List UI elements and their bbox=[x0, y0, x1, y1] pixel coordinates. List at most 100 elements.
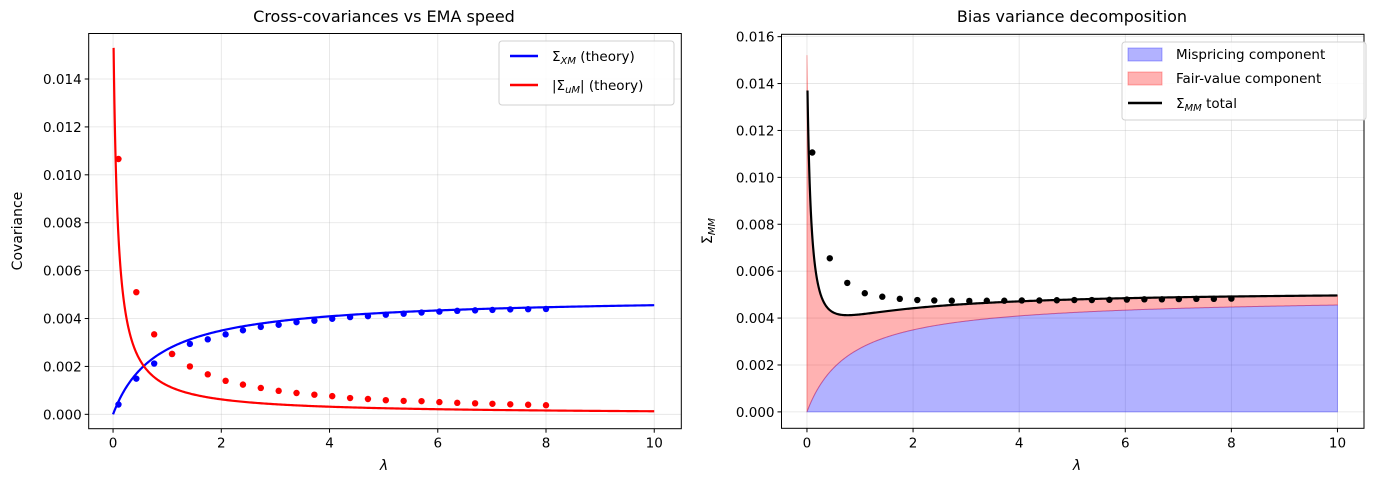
data-point bbox=[133, 375, 140, 382]
axes-frame bbox=[781, 33, 1365, 429]
data-point bbox=[115, 401, 122, 408]
data-point bbox=[542, 305, 550, 313]
data-point bbox=[418, 397, 425, 405]
data-point bbox=[382, 311, 390, 318]
legend: Mispricing component Fair-value componen… bbox=[1121, 41, 1367, 121]
data-point bbox=[293, 318, 300, 326]
data-point bbox=[400, 310, 407, 317]
legend-swatch-mispricing bbox=[1127, 47, 1163, 62]
data-point bbox=[879, 293, 886, 300]
data-point bbox=[983, 297, 991, 304]
y-axis-label: Covariance bbox=[10, 192, 26, 271]
data-point bbox=[222, 377, 229, 384]
data-point bbox=[222, 331, 229, 338]
chart-title: Cross-covariances vs EMA speed bbox=[253, 7, 515, 26]
data-point bbox=[364, 395, 372, 403]
data-point bbox=[1123, 296, 1131, 303]
data-point bbox=[168, 350, 176, 358]
data-point bbox=[275, 387, 282, 395]
x-axis-label: λ bbox=[379, 458, 388, 474]
plot-area bbox=[112, 47, 655, 415]
x-tick-label: 6 bbox=[1121, 435, 1130, 451]
data-point bbox=[861, 290, 868, 297]
data-point bbox=[239, 381, 247, 388]
y-tick-label: 0.006 bbox=[736, 264, 775, 280]
data-point bbox=[914, 296, 921, 304]
data-point bbox=[150, 360, 158, 367]
data-point bbox=[418, 309, 425, 316]
data-point bbox=[489, 400, 496, 407]
data-point bbox=[966, 297, 973, 305]
legend-label-fair-value: Fair-value component bbox=[1176, 71, 1321, 87]
data-point bbox=[329, 315, 336, 322]
data-point bbox=[133, 288, 140, 296]
y-tick-label: 0.002 bbox=[736, 358, 775, 374]
y-tick-label: 0.012 bbox=[43, 120, 82, 136]
data-point bbox=[400, 397, 407, 405]
data-point bbox=[1018, 297, 1026, 304]
data-point bbox=[257, 323, 264, 331]
data-point bbox=[931, 297, 938, 304]
data-point bbox=[896, 295, 903, 303]
y-tick-label: 0.000 bbox=[736, 405, 775, 421]
data-point bbox=[186, 340, 194, 348]
y-tick-label: 0.008 bbox=[43, 216, 82, 232]
x-tick-label: 6 bbox=[433, 436, 442, 452]
data-point bbox=[489, 306, 496, 314]
data-point bbox=[454, 307, 461, 315]
data-point bbox=[1175, 295, 1183, 303]
data-point bbox=[826, 255, 833, 262]
data-point bbox=[524, 401, 532, 408]
data-point bbox=[1193, 295, 1200, 303]
data-point bbox=[382, 397, 390, 404]
y-tick-label: 0.010 bbox=[736, 170, 775, 186]
y-tick-label: 0.006 bbox=[43, 264, 82, 280]
data-point bbox=[1036, 297, 1043, 304]
y-tick-label: 0.004 bbox=[736, 311, 775, 327]
data-point bbox=[311, 391, 318, 398]
chart-title: Bias variance decomposition bbox=[957, 7, 1187, 26]
x-tick-label: 10 bbox=[646, 436, 663, 452]
x-tick-label: 8 bbox=[542, 436, 551, 452]
data-point bbox=[346, 394, 354, 402]
data-point bbox=[542, 402, 550, 409]
area-mispricing-component bbox=[806, 304, 1338, 413]
data-point bbox=[115, 155, 122, 163]
data-point bbox=[471, 307, 479, 314]
cross-covariance-chart: Cross-covariances vs EMA speed 0 2 4 6 8 10 0.… bbox=[10, 7, 682, 474]
axis-ticks: 0 2 4 6 8 10 0.000 0.002 0.004 0.006 0.008 0.010 0.0… bbox=[736, 30, 1346, 452]
legend: ΣXM (theory) |ΣuM| (theory) bbox=[498, 40, 675, 106]
data-point bbox=[204, 336, 211, 343]
legend-box bbox=[498, 40, 675, 106]
data-point bbox=[844, 279, 851, 287]
data-point bbox=[293, 389, 300, 397]
grid bbox=[781, 34, 1364, 429]
data-point bbox=[454, 399, 461, 407]
data-point bbox=[1158, 296, 1166, 303]
x-tick-label: 2 bbox=[217, 436, 226, 452]
data-point bbox=[1210, 295, 1218, 303]
legend-label-sigma-um: |ΣuM| (theory) bbox=[552, 78, 643, 96]
data-point bbox=[471, 400, 479, 407]
legend-label-total: ΣMM total bbox=[1176, 96, 1237, 114]
line-mm-total bbox=[806, 90, 1338, 317]
y-tick-label: 0.000 bbox=[43, 407, 82, 423]
data-point bbox=[524, 305, 532, 313]
data-point bbox=[1071, 296, 1078, 304]
x-tick-label: 8 bbox=[1227, 435, 1236, 451]
x-axis-label: λ bbox=[1072, 458, 1081, 474]
data-point bbox=[1053, 297, 1061, 304]
data-point bbox=[507, 306, 514, 313]
y-tick-label: 0.004 bbox=[43, 312, 82, 328]
data-point bbox=[186, 363, 194, 370]
data-point bbox=[1141, 296, 1148, 303]
x-tick-label: 4 bbox=[325, 436, 334, 452]
data-point bbox=[809, 149, 816, 156]
legend-swatch-fair-value bbox=[1127, 71, 1163, 86]
data-point bbox=[311, 317, 318, 324]
x-tick-label: 4 bbox=[1015, 435, 1024, 451]
y-tick-label: 0.010 bbox=[43, 168, 82, 184]
data-point bbox=[436, 308, 443, 315]
legend-label-mispricing: Mispricing component bbox=[1176, 47, 1325, 63]
